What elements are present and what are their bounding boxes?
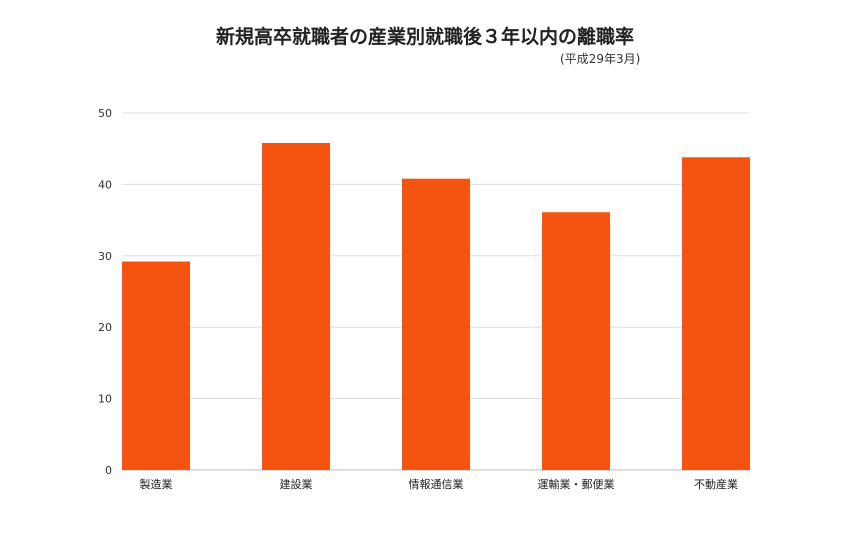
y-tick-label: 50 [98, 107, 112, 120]
bar-2 [262, 142, 330, 470]
y-tick-label: 40 [98, 178, 112, 191]
x-category-label: 建設業 [280, 477, 313, 491]
y-tick-label: 0 [105, 464, 112, 477]
bar-3 [402, 178, 470, 471]
chart-title: 新規高卒就職者の産業別就職後３年以内の離職率 [215, 26, 634, 48]
bar-5 [682, 157, 750, 470]
bar-1 [122, 261, 190, 470]
x-category-label: 運輸業・郵便業 [538, 477, 615, 491]
x-category-label: 不動産業 [694, 477, 738, 491]
y-tick-label: 30 [98, 250, 112, 263]
bar-4 [542, 212, 610, 470]
y-tick-label: 20 [98, 321, 112, 334]
x-category-label: 製造業 [140, 477, 173, 491]
chart-subtitle: (平成29年3月) [560, 52, 641, 66]
x-category-label: 情報通信業 [409, 478, 464, 491]
y-tick-label: 10 [98, 393, 112, 406]
